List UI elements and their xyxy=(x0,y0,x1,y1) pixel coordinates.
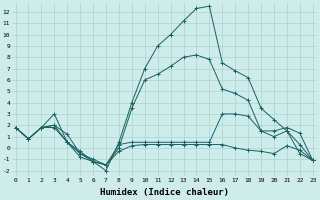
X-axis label: Humidex (Indice chaleur): Humidex (Indice chaleur) xyxy=(100,188,229,197)
